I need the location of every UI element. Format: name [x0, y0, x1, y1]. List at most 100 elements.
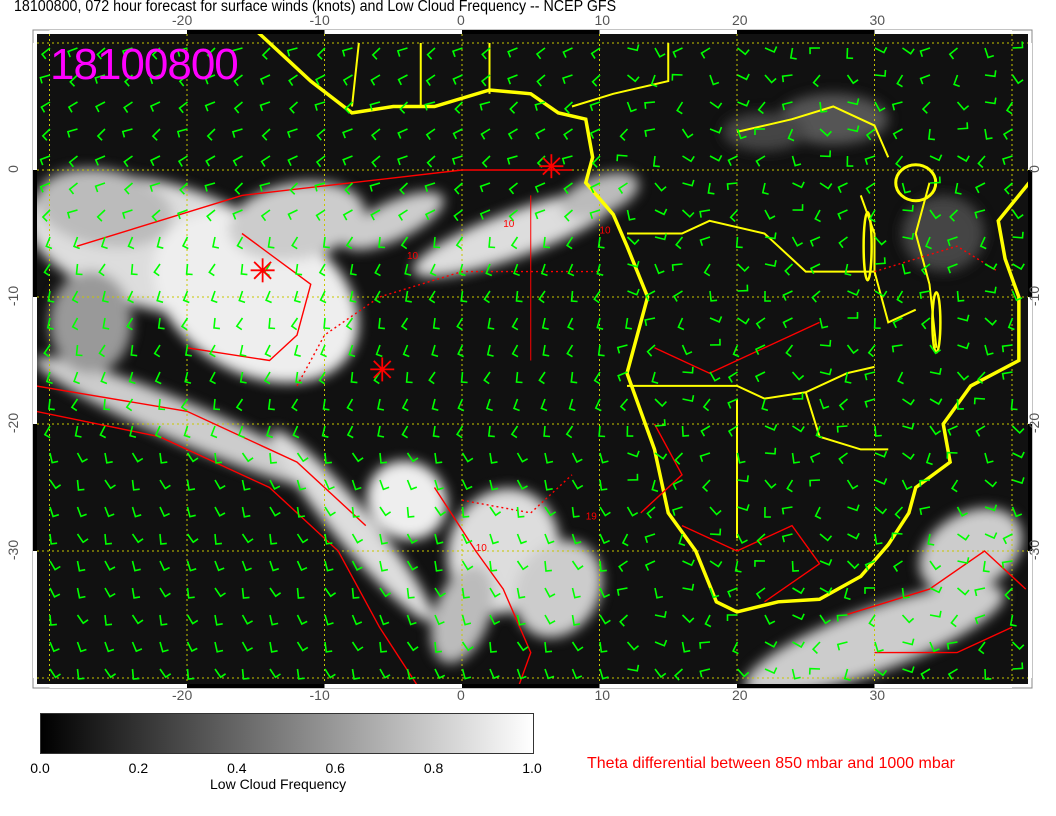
wind-barb	[461, 533, 473, 545]
wind-barb	[321, 425, 329, 438]
wind-barb	[292, 425, 300, 439]
border-bar	[737, 30, 875, 34]
wind-barb	[627, 450, 640, 458]
wind-barb	[984, 532, 998, 540]
wind-barb	[597, 344, 605, 357]
wind-barb	[646, 506, 656, 519]
wind-barb	[544, 668, 555, 680]
wind-barb	[902, 422, 915, 430]
wind-barb	[181, 236, 189, 250]
wind-barb	[929, 154, 943, 162]
wind-barb	[925, 452, 933, 466]
wind-barb	[346, 425, 354, 439]
wind-barb	[950, 614, 959, 628]
wind-barb	[538, 290, 546, 304]
wind-barb	[127, 236, 135, 250]
wind-barbs	[39, 41, 1025, 681]
wind-barb	[681, 641, 691, 653]
wind-barb	[131, 668, 140, 680]
wind-barb	[489, 506, 502, 517]
wind-barb	[956, 371, 970, 381]
wind-barb	[344, 101, 354, 114]
wind-barb	[947, 668, 958, 680]
wind-barb	[131, 560, 141, 572]
wind-barb	[627, 44, 640, 52]
wind-barb	[901, 614, 915, 624]
wind-barb	[755, 587, 766, 600]
wind-barb	[874, 290, 888, 298]
cloud-patch	[723, 112, 806, 151]
theta-contour	[186, 232, 312, 362]
wind-barb	[1011, 290, 1023, 302]
wind-barb	[130, 344, 138, 357]
wind-barb	[819, 398, 830, 410]
wind-barb	[425, 128, 436, 141]
theta-contours: 10 10 10 10 19	[37, 169, 1027, 684]
wind-barb	[49, 587, 61, 598]
wind-barb	[241, 506, 251, 518]
wind-barb	[149, 74, 161, 85]
wind-barb	[844, 263, 852, 276]
wind-barb	[919, 74, 931, 85]
wind-barb	[453, 209, 463, 222]
country-border	[571, 43, 670, 108]
wind-barb	[122, 209, 133, 219]
asterisk-marker	[542, 157, 561, 176]
wind-barb	[953, 74, 960, 88]
wind-barb	[461, 587, 470, 599]
wind-barb	[929, 344, 942, 355]
wind-barb	[867, 344, 876, 358]
wind-barb	[1010, 398, 1018, 411]
wind-barb	[984, 504, 998, 512]
wind-barb	[984, 263, 998, 270]
wind-barb	[736, 128, 747, 140]
wind-barb	[984, 97, 997, 105]
wind-barb	[599, 587, 611, 599]
wind-barb	[729, 209, 739, 222]
wind-barb	[98, 263, 106, 277]
wind-barb	[864, 371, 876, 381]
wind-barb	[892, 560, 903, 572]
wind-barb	[454, 101, 464, 114]
wind-barb	[433, 236, 441, 249]
wind-barb	[149, 182, 161, 192]
wind-barb	[902, 47, 915, 55]
wind-barb	[874, 668, 888, 677]
wind-barb	[100, 371, 108, 385]
wind-barb	[516, 506, 525, 518]
wind-barb	[874, 478, 888, 485]
wind-barb	[819, 533, 833, 542]
wind-barb	[874, 46, 888, 54]
wind-barb	[901, 263, 911, 275]
wind-barb	[1012, 263, 1025, 271]
wind-barb	[726, 614, 738, 621]
wind-barb	[291, 398, 299, 412]
wind-barb	[626, 236, 640, 246]
wind-barb	[104, 614, 113, 626]
wind-barb	[184, 371, 192, 384]
wind-barb	[814, 209, 821, 223]
wind-barb	[681, 425, 690, 437]
wind-barb	[186, 506, 196, 518]
wind-barb	[894, 506, 904, 519]
wind-barb	[296, 452, 309, 463]
wind-barb	[789, 47, 797, 60]
wind-barb	[75, 263, 83, 276]
wind-barb	[929, 641, 940, 653]
cloud-patch	[228, 181, 366, 261]
wind-barb	[151, 128, 161, 141]
wind-barb	[892, 317, 903, 329]
wind-barb	[288, 74, 298, 87]
wind-barb	[735, 236, 743, 249]
contour-label: 19	[586, 511, 598, 522]
wind-barb	[541, 317, 549, 330]
colorbar-tick-label: 0.6	[325, 760, 345, 776]
wind-barb	[571, 641, 584, 652]
wind-barb	[378, 236, 386, 249]
lake-tanganyika	[862, 210, 873, 282]
wind-barb	[704, 614, 712, 628]
wind-barb	[67, 101, 78, 113]
wind-barb	[947, 263, 958, 274]
wind-barb	[589, 209, 601, 219]
wind-barb	[341, 47, 353, 57]
